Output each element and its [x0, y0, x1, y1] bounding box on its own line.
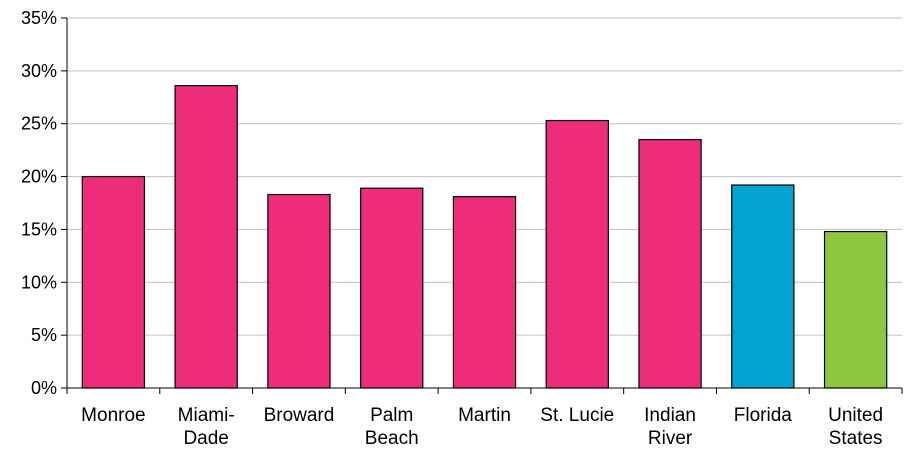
x-category-label: Broward [264, 405, 335, 426]
x-category-labels: Monroe Miami-Dade Broward Palm Beach Martin St… [81, 405, 883, 449]
y-tick-label: 35% [21, 8, 57, 28]
y-tick-label: 20% [21, 167, 57, 187]
bar [81, 175, 146, 389]
bar [823, 230, 888, 389]
x-category-label: Martin [458, 405, 511, 426]
bar [174, 85, 238, 389]
x-category-label: Miami-Dade [178, 405, 235, 449]
bar [545, 119, 609, 389]
y-tick-label: 10% [21, 272, 57, 292]
axes [61, 17, 903, 394]
x-category-label: Florida [734, 405, 793, 426]
y-tick-label: 25% [21, 114, 57, 134]
x-category-label: Palm Beach [365, 405, 419, 449]
bar [638, 138, 702, 389]
x-category-label: Monroe [81, 405, 145, 426]
bar [267, 193, 331, 389]
bars [81, 85, 888, 389]
y-tick-labels: 0% 5% 10% 15% 20% 25% 30% 35% [21, 8, 57, 398]
x-category-label: St. Lucie [540, 405, 614, 426]
x-category-label: Indian River [644, 405, 696, 449]
bar [360, 187, 424, 389]
bar [731, 184, 795, 389]
x-category-label: United States [828, 405, 883, 449]
y-tick-label: 30% [21, 61, 57, 81]
y-tick-label: 0% [31, 378, 57, 398]
y-tick-label: 15% [21, 219, 57, 239]
bar [452, 196, 517, 389]
y-tick-label: 5% [31, 325, 57, 345]
